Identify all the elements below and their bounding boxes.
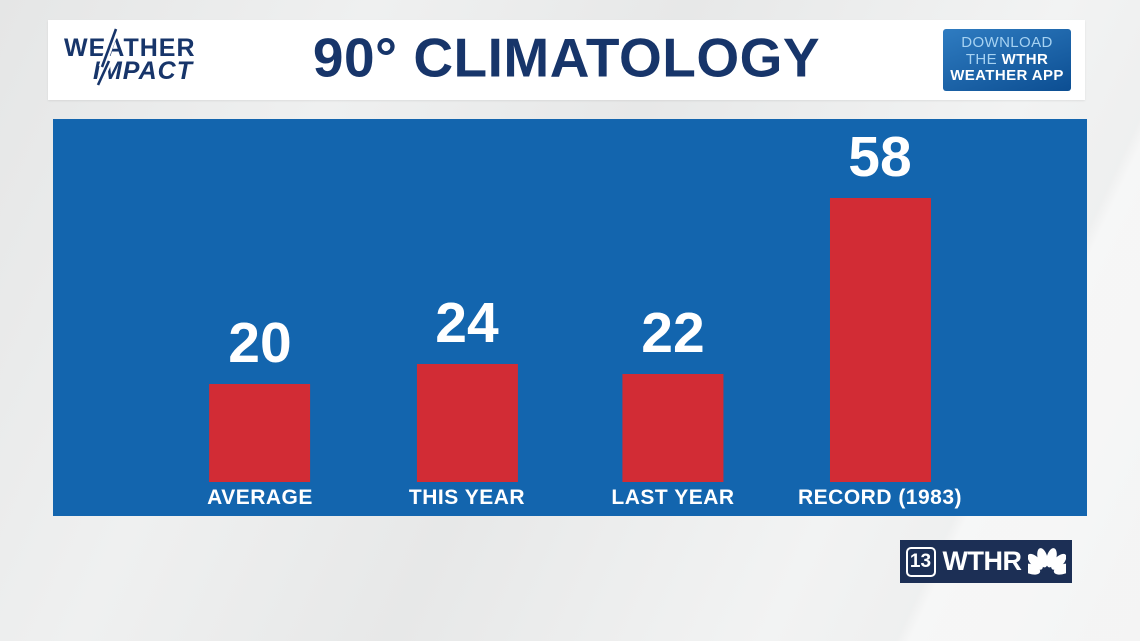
brand-impact-text: IMPACT: [93, 57, 193, 85]
station-callsign: WTHR: [942, 546, 1022, 576]
bar-category-label: AVERAGE: [207, 486, 313, 509]
bar-group: 58 RECORD (1983): [798, 128, 962, 510]
page-title: 90° CLIMATOLOGY: [312, 26, 821, 89]
header-bar: WEATHER IMPACT 90° CLIMATOLOGY DOWNLOAD …: [48, 20, 1085, 100]
app-button-line3: WEATHER APP: [950, 67, 1064, 85]
bar-value-label: 58: [848, 125, 912, 189]
app-button-line1: DOWNLOAD: [961, 34, 1053, 52]
bar-chart-panel: 20 AVERAGE 24 THIS YEAR 22 LAST YEAR 58 RECORD …: [53, 119, 1087, 516]
channel-13-badge: 13: [905, 546, 936, 577]
channel-number: 13: [909, 550, 932, 572]
bar: [829, 198, 931, 482]
bar-value-label: 20: [228, 311, 292, 375]
bar-group: 22 LAST YEAR: [611, 304, 734, 510]
nbc-peacock-icon: [1028, 548, 1067, 575]
bar-category-label: RECORD (1983): [797, 486, 963, 509]
brand-weather-text: WEATHER: [64, 34, 196, 62]
bar-category-label: LAST YEAR: [611, 486, 735, 509]
download-app-button[interactable]: DOWNLOAD THE WTHR WEATHER APP: [943, 29, 1071, 91]
weather-impact-logo: WEATHER IMPACT: [64, 27, 254, 88]
bar: [416, 364, 518, 482]
bar-category-label: THIS YEAR: [408, 486, 526, 509]
bar: [622, 374, 724, 482]
app-button-wthr-text: WTHR: [1001, 50, 1049, 68]
bar-group: 24 THIS YEAR: [409, 294, 525, 510]
app-button-line2: THE WTHR: [965, 50, 1049, 69]
station-logo: 13 WTHR: [900, 540, 1072, 583]
app-button-the-text: THE: [965, 50, 1002, 68]
bar-value-label: 22: [641, 301, 705, 365]
bar-value-label: 24: [435, 291, 499, 355]
bar: [209, 384, 311, 482]
bar-group: 20 AVERAGE: [207, 314, 313, 510]
